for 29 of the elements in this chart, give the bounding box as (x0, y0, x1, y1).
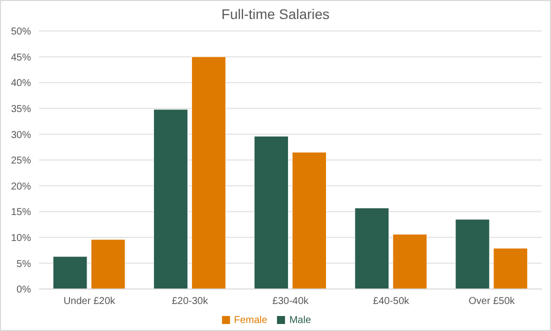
legend-label: Male (289, 315, 312, 326)
bar (493, 248, 528, 289)
legend-label: Female (234, 315, 268, 326)
bar (254, 136, 289, 289)
y-tick-label: 20% (10, 181, 32, 192)
bar (392, 234, 428, 289)
x-tick-label: Under £20k (63, 296, 116, 308)
y-tick-label: 30% (10, 130, 32, 141)
bar (292, 152, 327, 289)
y-tick-label: 35% (10, 104, 32, 115)
x-tick-label: £40-50k (373, 296, 410, 308)
bar (191, 56, 226, 289)
y-tick-label: 15% (10, 207, 32, 218)
y-tick-label: 45% (10, 52, 32, 64)
x-tick-label: £30-40k (272, 296, 310, 308)
y-tick-label: 0% (16, 284, 32, 296)
bar (52, 256, 88, 289)
bar (455, 219, 490, 289)
bar (153, 109, 188, 289)
chart-title: Full-time Salaries (220, 6, 331, 22)
x-tick-label: Over £50k (468, 296, 516, 308)
bar (90, 239, 126, 289)
y-tick-label: 50% (10, 26, 32, 38)
y-tick-label: 25% (10, 156, 32, 167)
y-tick-label: 40% (10, 78, 32, 90)
y-tick-label: 5% (16, 258, 32, 270)
y-tick-label: 10% (10, 232, 32, 244)
x-tick-label: £20-30k (172, 296, 209, 308)
bar (354, 208, 390, 289)
